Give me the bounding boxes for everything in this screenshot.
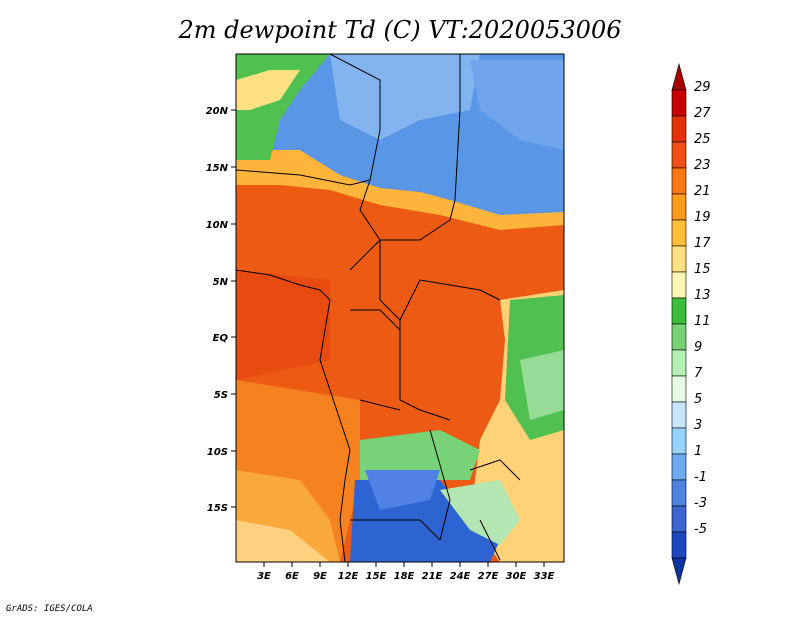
colorbar-segment bbox=[671, 375, 687, 403]
lon-label: 3E bbox=[257, 571, 271, 582]
map-frame bbox=[235, 53, 565, 563]
borders bbox=[236, 54, 521, 562]
colorbar-label: 13 bbox=[694, 288, 711, 303]
east-lightgreen-field bbox=[520, 350, 564, 420]
sahel-yellow-west bbox=[236, 70, 300, 110]
lat-axis: 20N 15N 10N 5N EQ 5S 10S 15S bbox=[206, 106, 236, 514]
lon-label: 15E bbox=[366, 571, 387, 582]
colorbar-label: 3 bbox=[694, 418, 702, 433]
south-transition-field bbox=[440, 480, 520, 545]
coastal-cool-field-2 bbox=[236, 520, 330, 562]
colorbar-label: 21 bbox=[694, 184, 711, 199]
colorbar-label: 1 bbox=[694, 444, 702, 459]
colorbar-labels: 29 27 25 23 21 19 17 15 13 11 9 7 5 3 1 … bbox=[694, 80, 711, 537]
lon-label: 27E bbox=[478, 571, 499, 582]
lat-label: 15N bbox=[206, 163, 229, 174]
lat-label: 10N bbox=[206, 220, 229, 231]
colorbar-segment bbox=[671, 505, 687, 533]
lon-label: 30E bbox=[506, 571, 527, 582]
colorbar-label: 15 bbox=[694, 262, 711, 277]
colorbar-segment bbox=[671, 349, 687, 377]
colorbar-label: 17 bbox=[694, 236, 711, 251]
colorbar-top-arrow bbox=[671, 62, 687, 91]
colorbar-segment bbox=[671, 141, 687, 169]
sahara-cool-field bbox=[470, 60, 564, 150]
gulf-guinea-field bbox=[236, 270, 330, 380]
lat-label: 10S bbox=[207, 447, 228, 458]
lon-label: 12E bbox=[338, 571, 359, 582]
colorbar-label: 29 bbox=[694, 80, 711, 95]
coastline bbox=[236, 269, 351, 562]
lat-label: EQ bbox=[213, 333, 229, 344]
colorbar-segment bbox=[671, 479, 687, 507]
lon-label: 21E bbox=[422, 571, 443, 582]
colorbar-segment bbox=[671, 297, 687, 325]
lon-label: 18E bbox=[394, 571, 415, 582]
colorbar-segment bbox=[671, 401, 687, 429]
colorbar-label: 11 bbox=[694, 314, 711, 329]
lat-label: 20N bbox=[206, 106, 229, 117]
colorbar-label: 9 bbox=[694, 340, 702, 355]
colorbar-segment bbox=[671, 453, 687, 481]
colorbar-label: -3 bbox=[694, 496, 707, 511]
kalahari-light-field bbox=[365, 470, 440, 510]
colorbar-segment bbox=[671, 271, 687, 299]
lon-axis: 3E 6E 9E 12E 15E 18E 21E 24E 27E 30E 33E bbox=[257, 562, 555, 582]
grads-credit: GrADS: IGES/COLA bbox=[6, 604, 93, 614]
map-figure: 20N 15N 10N 5N EQ 5S 10S 15S 3E 6E 9E 12… bbox=[206, 53, 711, 586]
colorbar-label: 19 bbox=[694, 210, 711, 225]
lon-label: 9E bbox=[313, 571, 327, 582]
colorbar-label: 23 bbox=[694, 158, 711, 173]
sahara-light-field bbox=[330, 54, 480, 140]
colorbar-label: 27 bbox=[694, 106, 711, 121]
lon-label: 24E bbox=[450, 571, 471, 582]
colorbar-segment bbox=[671, 245, 687, 273]
colorbar-segment bbox=[671, 323, 687, 351]
map-title: 2m dewpoint Td (C) VT:2020053006 bbox=[178, 16, 622, 44]
colorbar-label: -1 bbox=[694, 470, 707, 485]
colorbar bbox=[671, 62, 687, 586]
dewpoint-field bbox=[236, 54, 564, 562]
lat-label: 15S bbox=[207, 503, 228, 514]
colorbar-label: 7 bbox=[694, 366, 703, 381]
border-lines bbox=[236, 54, 521, 561]
colorbar-label: 25 bbox=[694, 132, 711, 147]
colorbar-label: 5 bbox=[694, 392, 702, 407]
colorbar-segment bbox=[671, 115, 687, 143]
lat-label: 5N bbox=[213, 277, 229, 288]
lon-label: 6E bbox=[285, 571, 299, 582]
colorbar-segment bbox=[671, 167, 687, 195]
colorbar-bottom-arrow bbox=[671, 557, 687, 586]
colorbar-segment bbox=[671, 193, 687, 221]
colorbar-segment bbox=[671, 531, 687, 559]
lat-label: 5S bbox=[214, 390, 228, 401]
colorbar-segment bbox=[671, 219, 687, 247]
colorbar-segment bbox=[671, 427, 687, 455]
sahel-yellow-field bbox=[236, 150, 564, 230]
colorbar-segment bbox=[671, 89, 687, 117]
colorbar-label: -5 bbox=[694, 522, 707, 537]
lon-label: 33E bbox=[534, 571, 555, 582]
